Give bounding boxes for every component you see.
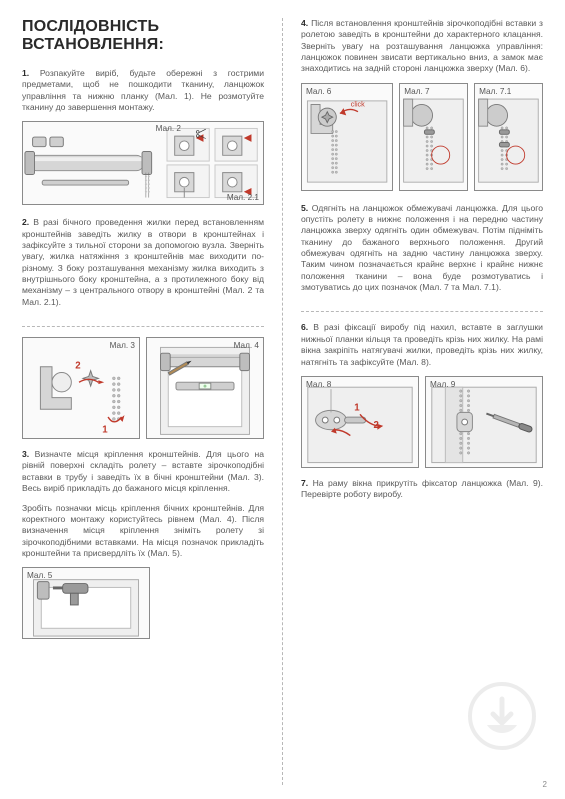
figure-1-illustration xyxy=(23,122,263,204)
step-5-text: 5. Одягніть на ланцюжок обмежувачі ланцю… xyxy=(301,203,543,294)
figure-8-illustration: 1 2 xyxy=(302,377,418,467)
watermark-icon xyxy=(467,681,537,751)
columns: ПОСЛІДОВНІСТЬ ВСТАНОВЛЕННЯ: 1. Розпакуйт… xyxy=(22,18,543,785)
figures-8-9-row: Мал. 8 1 2 xyxy=(301,376,543,468)
step-4-body: Після встановлення кронштейнів зірочкопо… xyxy=(301,18,543,73)
right-column: 4. Після встановлення кронштейнів зірочк… xyxy=(301,18,543,785)
figure-8-num-1: 1 xyxy=(354,402,360,413)
horizontal-divider-right xyxy=(301,311,543,312)
figures-6-7-row: Мал. 6 click xyxy=(301,83,543,191)
figure-9-illustration xyxy=(426,377,542,467)
figure-6-click: click xyxy=(351,99,365,108)
figure-label-7-1: Мал. 7.1 xyxy=(479,87,511,96)
figure-9: Мал. 9 xyxy=(425,376,543,468)
left-column: ПОСЛІДОВНІСТЬ ВСТАНОВЛЕННЯ: 1. Розпакуйт… xyxy=(22,18,264,785)
page-number: 2 xyxy=(543,780,547,789)
step-1-body: Розпакуйте виріб, будьте обережні з гост… xyxy=(22,68,264,112)
figure-label-8: Мал. 8 xyxy=(306,380,331,389)
step-3-body: Визначте місця кріплення кронштейнів. Дл… xyxy=(22,449,264,493)
figure-3: Мал. 3 2 xyxy=(22,337,140,439)
step-3-text: 3. Визначте місця кріплення кронштейнів.… xyxy=(22,449,264,494)
step-6-body: В разі фіксації виробу під нахил, вставт… xyxy=(301,322,543,366)
figure-label-5: Мал. 5 xyxy=(27,571,52,580)
step-5-body: Одягніть на ланцюжок обмежувачі ланцюжка… xyxy=(301,203,543,292)
figure-4: Мал. 4 xyxy=(146,337,264,439)
step-4-text: 4. Після встановлення кронштейнів зірочк… xyxy=(301,18,543,75)
figure-label-6: Мал. 6 xyxy=(306,87,331,96)
step-6-text: 6. В разі фіксації виробу під нахил, вст… xyxy=(301,322,543,367)
figure-6: Мал. 6 click xyxy=(301,83,393,191)
figure-label-7: Мал. 7 xyxy=(404,87,429,96)
figure-6-illustration: click xyxy=(302,84,392,190)
figure-3-illustration: 2 1 xyxy=(23,338,139,438)
figures-3-4-row: Мал. 3 2 xyxy=(22,337,264,439)
figure-8: Мал. 8 1 2 xyxy=(301,376,419,468)
figure-7-1-illustration xyxy=(475,84,542,190)
figure-label-4: Мал. 4 xyxy=(234,341,259,350)
figure-label-2: Мал. 2 xyxy=(156,124,181,133)
figure-4-illustration xyxy=(147,338,263,438)
horizontal-divider-left xyxy=(22,326,264,327)
figure-label-3: Мал. 3 xyxy=(110,341,135,350)
page-title: ПОСЛІДОВНІСТЬ ВСТАНОВЛЕННЯ: xyxy=(22,18,264,54)
step-3b-text: Зробіть позначки місць кріплення бічних … xyxy=(22,503,264,560)
vertical-divider xyxy=(282,18,283,785)
step-7-body: На раму вікна прикрутіть фіксатор ланцюж… xyxy=(301,478,543,499)
figure-7-illustration xyxy=(400,84,467,190)
figure-5: Мал. 5 xyxy=(22,567,150,639)
figure-7: Мал. 7 xyxy=(399,83,468,191)
figure-label-2-1: Мал. 2.1 xyxy=(227,193,259,202)
step-2-text: 2. В разі бічного проведення жилки перед… xyxy=(22,217,264,308)
step-2-body: В разі бічного проведення жилки перед вс… xyxy=(22,217,264,306)
step-7-text: 7. На раму вікна прикрутіть фіксатор лан… xyxy=(301,478,543,501)
figure-7-1: Мал. 7.1 xyxy=(474,83,543,191)
page: ПОСЛІДОВНІСТЬ ВСТАНОВЛЕННЯ: 1. Розпакуйт… xyxy=(0,0,565,799)
step-1-text: 1. Розпакуйте виріб, будьте обережні з г… xyxy=(22,68,264,113)
figure-1: Мал. 2 Мал. 2.1 xyxy=(22,121,264,205)
figure-3-num-2: 2 xyxy=(75,361,80,372)
figure-label-9: Мал. 9 xyxy=(430,380,455,389)
figure-3-num-1: 1 xyxy=(102,425,108,436)
